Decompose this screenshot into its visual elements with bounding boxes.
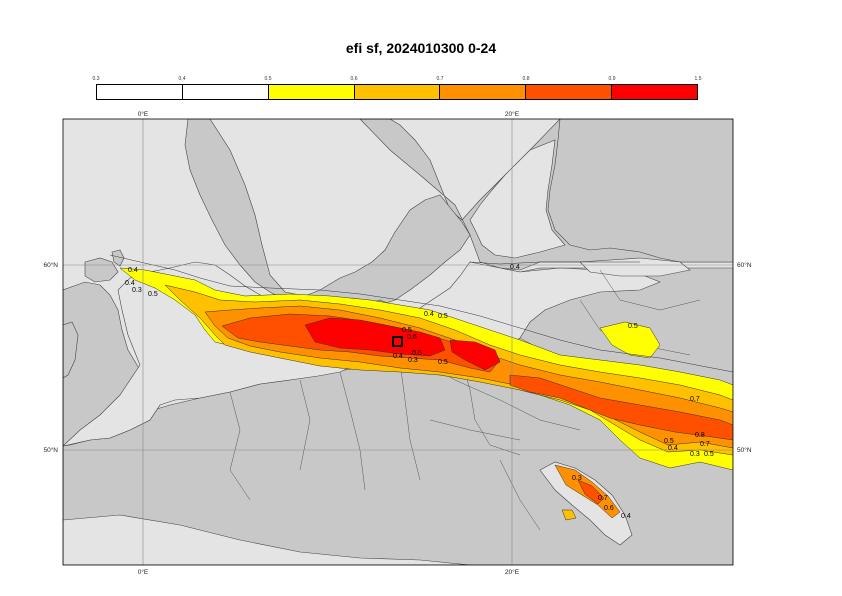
contour-label: 0.4 (510, 264, 520, 271)
contour-label: 0.4 (424, 311, 434, 318)
lat-label-left-50: 50°N (43, 446, 58, 454)
contour-label: 0.5 (704, 451, 714, 458)
contour-label: 0.5 (412, 350, 422, 357)
contour-labels: 0.4 0.5 0.4 0.3 0.5 0.4 0.5 0.6 0.5 0.4 … (125, 264, 714, 520)
adriatic-sea (539, 461, 633, 546)
efi-band-adriatic-red (577, 479, 605, 505)
contour-label: 0.5 (438, 313, 448, 320)
contour-label: 0.5 (402, 327, 412, 334)
colorbar-tick: 0.6 (350, 76, 358, 82)
contour-label: 0.4 (393, 353, 403, 360)
efi-band-0.9 (304, 317, 446, 357)
contour-label: 0.3 (572, 475, 582, 482)
contour-label: 0.4 (668, 445, 678, 452)
colorbar-tick: 0.9 (608, 76, 616, 82)
efi-band-small (561, 509, 577, 521)
map-title: efi sf, 2024010300 0-24 (345, 40, 497, 56)
lat-label-right-60: 60°N (737, 261, 752, 269)
land-scotland-north (84, 257, 119, 283)
lat-label-left-60: 60°N (43, 261, 58, 269)
colorbar-segment-4 (354, 85, 441, 99)
graticule (63, 119, 733, 565)
colorbar-tick: 0.8 (522, 76, 530, 82)
contour-label: 0.8 (695, 432, 705, 439)
lon-label-top-20: 20°E (505, 110, 520, 118)
contour-label: 0.5 (628, 323, 638, 330)
colorbar-segment-6 (526, 85, 613, 99)
contour-label: 0.5 (438, 359, 448, 366)
map-frame (62, 118, 734, 566)
contour-label: 0.7 (690, 396, 700, 403)
efi-contours (109, 254, 733, 373)
location-marker (392, 336, 403, 347)
gulf-of-bothnia (469, 139, 566, 259)
efi-band-0.5-east (599, 321, 661, 359)
contour-label: 0.5 (664, 438, 674, 445)
colorbar-segment-5 (440, 85, 527, 99)
gulf-of-finland (579, 257, 691, 277)
colorbar-tick: 0.5 (264, 76, 272, 82)
contour-label: 0.3 (408, 357, 418, 364)
land-finland (547, 119, 733, 263)
contour-label: 0.3 (132, 287, 142, 294)
colorbar-segment-7 (612, 85, 698, 99)
lon-label-bottom-0: 0°E (138, 568, 149, 576)
colorbar-tick: 0.4 (178, 76, 186, 82)
efi-band-0.9-b (449, 339, 501, 371)
colorbar-legend (96, 84, 698, 100)
lon-label-top-0: 0°E (138, 110, 149, 118)
land-shetland (111, 249, 125, 267)
colorbar-tick: 0.3 (92, 76, 100, 82)
colorbar-tick: 1.5 (694, 76, 702, 82)
contour-label: 0.6 (407, 334, 417, 341)
colorbar-tick: 0.7 (436, 76, 444, 82)
colorbar-segment-3 (268, 85, 355, 99)
contour-label: 0.6 (604, 505, 614, 512)
contour-label: 0.4 (128, 267, 138, 274)
mediterranean (63, 514, 471, 565)
land-ireland (63, 321, 79, 379)
lat-label-right-50: 50°N (737, 446, 752, 454)
contour-label: 0.3 (690, 451, 700, 458)
lon-label-bottom-20: 20°E (505, 568, 520, 576)
contour-label: 0.4 (621, 513, 631, 520)
colorbar-segment-1 (97, 85, 183, 99)
contour-label: 0.5 (148, 291, 158, 298)
efi-band-0.8-east (509, 374, 733, 441)
colorbar-segment-2 (182, 85, 269, 99)
contour-label: 0.7 (700, 441, 710, 448)
efi-shading (119, 267, 733, 521)
contour-label: 0.7 (598, 495, 608, 502)
contour-label: 0.4 (125, 280, 135, 287)
